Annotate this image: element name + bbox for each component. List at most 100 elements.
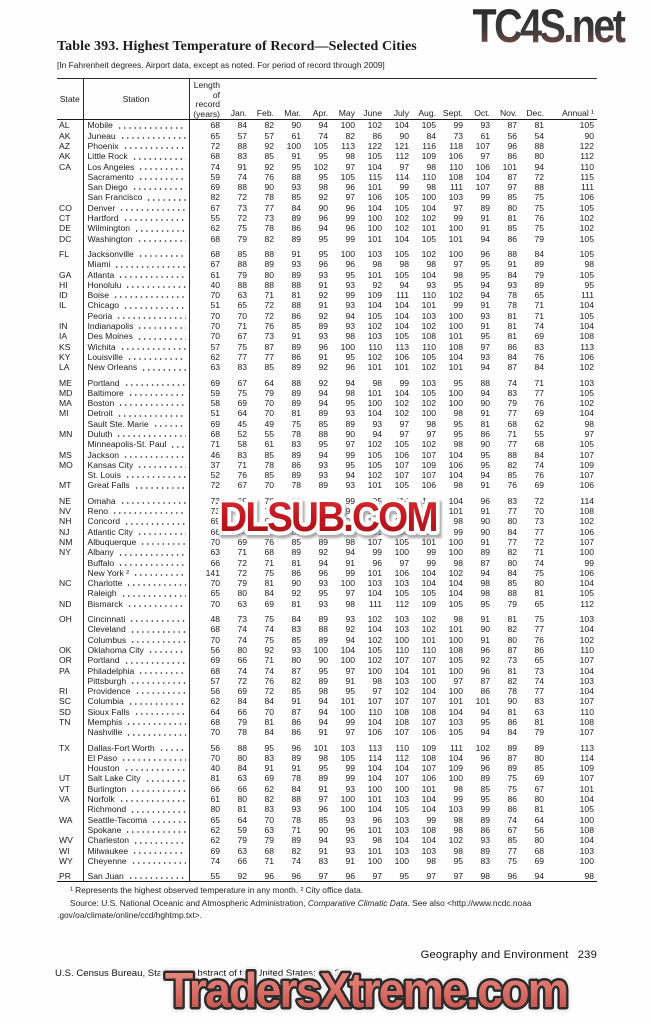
month-value-cell: 106 xyxy=(394,567,409,578)
month-value-cell: 89 xyxy=(291,341,301,352)
month-value-cell: 75 xyxy=(507,855,517,866)
station-name: Dallas-Fort Worth xyxy=(87,742,155,753)
month-value-cell: 100 xyxy=(448,686,463,697)
month-value-cell: 79 xyxy=(534,727,544,738)
month-value-cell: 93 xyxy=(426,279,436,290)
month-value-cell: 81 xyxy=(534,804,544,815)
month-value-cell: 96 xyxy=(345,362,355,373)
month-value-cell: 75 xyxy=(291,418,301,429)
table-row: TN Memphis 68 79 81 86 94 99 104 108 107 103 95 86 81 1… xyxy=(57,717,597,728)
month-value-cell: 105 xyxy=(448,727,463,738)
annual-cell: 105 xyxy=(579,439,594,450)
month-value-cell: 96 xyxy=(318,567,328,578)
month-value-cell: 91 xyxy=(237,161,247,172)
month-value-cell: 110 xyxy=(422,290,436,301)
month-value-cell: 83 xyxy=(318,855,328,866)
station-cell: Burlington xyxy=(83,783,190,795)
years-cell: 67 xyxy=(210,202,220,213)
month-value-cell: 102 xyxy=(394,516,409,527)
column-header-month: Dec. xyxy=(522,78,549,121)
month-value-cell: 99 xyxy=(345,763,355,774)
station-cell: Providence xyxy=(83,686,190,697)
station-name: St. Louis xyxy=(87,470,121,481)
table-row: MT Great Falls 72 67 70 78 89 93 101 105 106 98 91 76… xyxy=(57,480,597,491)
dotted-leader xyxy=(119,208,186,213)
group-spacer-row xyxy=(57,490,597,496)
month-value-cell: 88 xyxy=(237,182,247,193)
month-value-cell: 88 xyxy=(507,588,517,599)
month-value-cell: 106 xyxy=(421,773,436,784)
dotted-leader xyxy=(130,809,186,814)
station-cell: Houston xyxy=(83,763,190,774)
month-value-cell: 99 xyxy=(453,300,463,311)
month-value-cell: 104 xyxy=(421,269,436,280)
years-cell: 63 xyxy=(210,547,220,558)
state-cell: NJ xyxy=(57,526,84,537)
month-value-cell: 74 xyxy=(291,855,301,866)
table-row: OK Oklahoma City 56 80 92 93 100 104 105 110 110 10… xyxy=(57,644,597,656)
month-value-cell: 94 xyxy=(480,706,490,717)
month-value-cell: 88 xyxy=(507,248,517,259)
month-value-cell: 88 xyxy=(480,377,490,388)
month-value-cell: 69 xyxy=(237,398,247,409)
years-cell: 69 xyxy=(210,182,220,193)
month-value-cell: 89 xyxy=(507,763,517,774)
month-value-cell: 101 xyxy=(448,624,463,635)
state-cell: PR xyxy=(57,871,84,882)
station-cell: Albany xyxy=(83,547,190,558)
station-name: Des Moines xyxy=(87,331,133,342)
month-value-cell: 96 xyxy=(318,804,328,815)
month-value-cell: 79 xyxy=(534,269,544,280)
month-value-cell: 90 xyxy=(318,202,328,213)
month-value-cell: 74 xyxy=(237,171,247,182)
month-value-cell: 104 xyxy=(448,470,463,481)
month-value-cell: 68 xyxy=(264,845,274,856)
month-value-cell: 104 xyxy=(340,644,355,655)
month-value-cell: 74 xyxy=(264,526,274,537)
state-cell xyxy=(57,171,84,183)
station-cell: Philadelphia xyxy=(83,665,190,676)
month-value-cell: 89 xyxy=(291,233,301,244)
month-value-cell: 91 xyxy=(345,557,355,568)
annual-cell: 122 xyxy=(579,140,594,151)
month-value-cell: 105 xyxy=(421,120,436,131)
month-value-cell: 98 xyxy=(372,835,382,846)
dotted-leader xyxy=(130,861,186,866)
column-header-years: Length of record (years) xyxy=(189,78,225,121)
station-name: Albuquerque xyxy=(87,536,137,547)
station-name: Columbia xyxy=(87,696,124,707)
table-row: El Paso 70 80 83 89 98 105 114 112 108 104 96 87 80 11… xyxy=(57,752,597,764)
month-value-cell: 87 xyxy=(507,752,517,763)
month-value-cell: 94 xyxy=(318,449,328,460)
month-value-cell: 67 xyxy=(237,331,247,342)
station-cell: Bismarck xyxy=(83,598,190,610)
station-name: Nashville xyxy=(87,727,123,738)
column-header-annual: Annual ¹ xyxy=(549,78,597,121)
month-value-cell: 97 xyxy=(453,871,463,882)
station-name: El Paso xyxy=(87,752,118,763)
state-cell: NH xyxy=(57,516,84,527)
month-value-cell: 89 xyxy=(291,516,301,527)
month-value-cell: 71 xyxy=(507,428,517,439)
month-value-cell: 104 xyxy=(421,567,436,578)
month-value-cell: 74 xyxy=(534,321,544,332)
month-value-cell: 94 xyxy=(318,717,328,727)
month-value-cell: 108 xyxy=(394,717,409,727)
month-value-cell: 76 xyxy=(507,480,517,491)
month-value-cell: 96 xyxy=(345,202,355,213)
month-value-cell: 97 xyxy=(345,161,355,172)
month-value-cell: 104 xyxy=(367,506,382,517)
month-value-cell: 101 xyxy=(367,794,382,805)
dotted-leader xyxy=(137,326,186,331)
month-value-cell: 80 xyxy=(237,644,247,655)
month-value-cell: 99 xyxy=(345,290,355,301)
month-value-cell: 91 xyxy=(291,331,301,342)
month-value-cell: 105 xyxy=(448,655,463,666)
dotted-leader xyxy=(137,254,186,259)
dotted-leader xyxy=(133,573,186,578)
group-spacer-row xyxy=(57,243,597,249)
month-value-cell: 105 xyxy=(394,269,409,280)
month-value-cell: 102 xyxy=(367,614,382,625)
month-value-cell: 83 xyxy=(291,506,301,517)
month-value-cell: 61 xyxy=(291,130,301,141)
